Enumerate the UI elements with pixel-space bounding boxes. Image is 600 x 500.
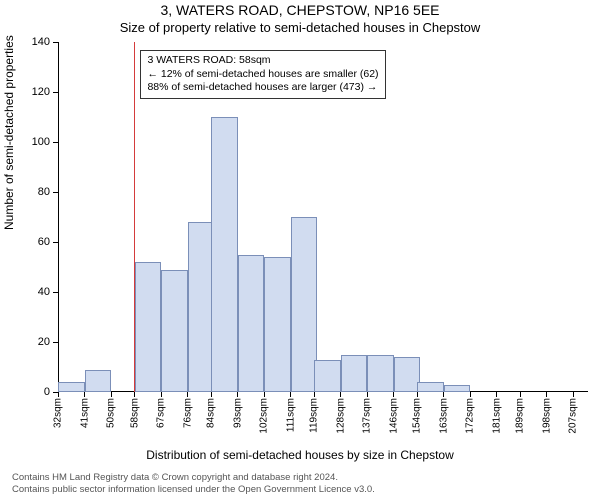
x-tick — [314, 392, 315, 397]
x-tick — [211, 392, 212, 397]
y-tick-label: 60 — [38, 236, 50, 248]
x-tick-label: 128sqm — [335, 398, 346, 434]
x-tick-label: 58sqm — [129, 398, 140, 428]
x-tick — [340, 392, 341, 397]
histogram-bar — [161, 270, 188, 393]
histogram-bar — [394, 357, 421, 392]
x-tick — [111, 392, 112, 397]
histogram-bar — [238, 255, 265, 393]
x-tick — [573, 392, 574, 397]
y-axis-label: Number of semi-detached properties — [2, 35, 16, 230]
footer-line-1: Contains HM Land Registry data © Crown c… — [12, 472, 375, 484]
y-tick — [53, 342, 58, 343]
y-tick-label: 40 — [38, 286, 50, 298]
x-tick — [496, 392, 497, 397]
x-tick — [58, 392, 59, 397]
x-tick — [187, 392, 188, 397]
x-tick-label: 50sqm — [106, 398, 117, 428]
reference-line — [134, 42, 135, 392]
x-tick-label: 84sqm — [206, 398, 217, 428]
x-tick-label: 76sqm — [182, 398, 193, 428]
x-tick-label: 146sqm — [388, 398, 399, 434]
y-tick — [53, 42, 58, 43]
y-tick-label: 80 — [38, 186, 50, 198]
x-tick-label: 207sqm — [568, 398, 579, 434]
y-tick-label: 0 — [44, 386, 50, 398]
x-tick — [237, 392, 238, 397]
footer-line-2: Contains public sector information licen… — [12, 484, 375, 496]
x-tick-label: 41sqm — [79, 398, 90, 428]
x-tick — [264, 392, 265, 397]
histogram-bar — [341, 355, 368, 393]
footer-attribution: Contains HM Land Registry data © Crown c… — [12, 472, 375, 496]
plot-area: 02040608010012014032sqm41sqm50sqm58sqm67… — [58, 42, 588, 392]
x-tick — [443, 392, 444, 397]
x-tick-label: 93sqm — [232, 398, 243, 428]
x-axis-label: Distribution of semi-detached houses by … — [0, 448, 600, 462]
histogram-bar — [314, 360, 341, 393]
x-tick-label: 102sqm — [259, 398, 270, 434]
y-tick — [53, 192, 58, 193]
y-tick-label: 100 — [32, 136, 50, 148]
annotation-line: 3 WATERS ROAD: 58sqm — [147, 54, 378, 68]
x-tick-label: 137sqm — [362, 398, 373, 434]
y-tick-label: 20 — [38, 336, 50, 348]
x-tick — [393, 392, 394, 397]
histogram-bar — [85, 370, 112, 393]
histogram-bar — [367, 355, 394, 393]
annotation-line: ← 12% of semi-detached houses are smalle… — [147, 68, 378, 82]
histogram-bar — [135, 262, 162, 392]
x-tick — [546, 392, 547, 397]
chart-container: 3, WATERS ROAD, CHEPSTOW, NP16 5EE Size … — [0, 0, 600, 500]
x-tick — [161, 392, 162, 397]
annotation-line: 88% of semi-detached houses are larger (… — [147, 81, 378, 95]
x-tick-label: 119sqm — [309, 398, 320, 433]
x-tick-label: 181sqm — [491, 398, 502, 434]
y-tick — [53, 92, 58, 93]
x-tick — [290, 392, 291, 397]
histogram-bar — [58, 382, 85, 392]
x-tick — [84, 392, 85, 397]
y-tick — [53, 242, 58, 243]
histogram-bar — [444, 385, 471, 393]
x-tick — [470, 392, 471, 397]
y-tick-label: 120 — [32, 86, 50, 98]
y-tick — [53, 292, 58, 293]
x-tick-label: 67sqm — [156, 398, 167, 428]
x-tick — [520, 392, 521, 397]
x-tick-label: 189sqm — [515, 398, 526, 434]
histogram-bar — [264, 257, 291, 392]
histogram-bar — [211, 117, 238, 392]
x-tick-label: 163sqm — [438, 398, 449, 434]
x-tick-label: 198sqm — [541, 398, 552, 434]
annotation-box: 3 WATERS ROAD: 58sqm← 12% of semi-detach… — [140, 50, 385, 99]
x-tick — [367, 392, 368, 397]
histogram-bar — [188, 222, 215, 392]
x-tick-label: 111sqm — [285, 398, 296, 432]
chart-subtitle: Size of property relative to semi-detach… — [0, 20, 600, 35]
y-tick-label: 140 — [32, 36, 50, 48]
x-tick-label: 172sqm — [465, 398, 476, 434]
chart-title: 3, WATERS ROAD, CHEPSTOW, NP16 5EE — [0, 2, 600, 18]
histogram-bar — [291, 217, 318, 392]
x-tick — [134, 392, 135, 397]
x-tick-label: 154sqm — [412, 398, 423, 434]
y-tick — [53, 142, 58, 143]
x-tick-label: 32sqm — [53, 398, 64, 428]
histogram-bar — [417, 382, 444, 392]
x-tick — [417, 392, 418, 397]
